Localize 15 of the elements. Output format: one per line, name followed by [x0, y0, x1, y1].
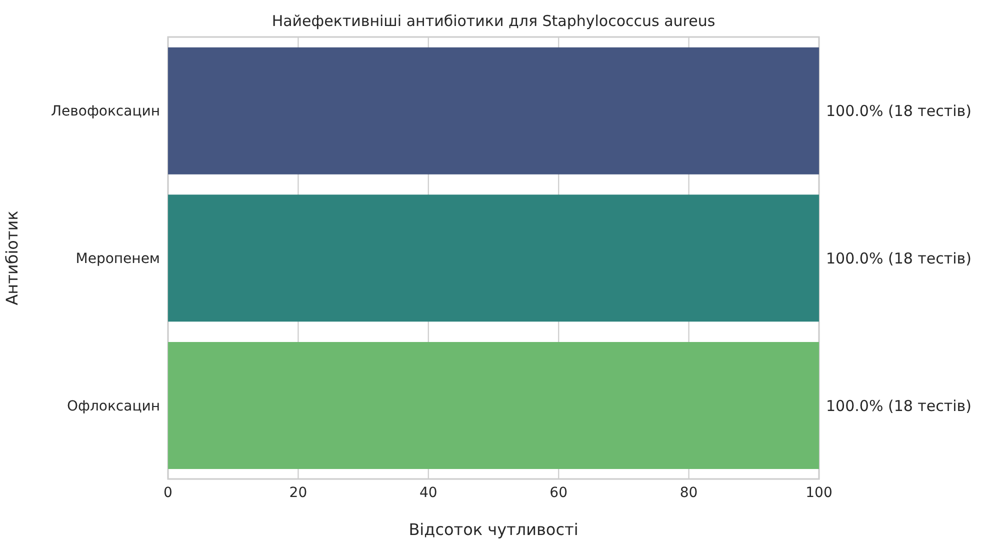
y-tick-label: Меропенем [76, 250, 160, 267]
data-label: 100.0% (18 тестів) [826, 102, 972, 120]
x-tick-label: 80 [680, 484, 698, 501]
x-tick-label: 40 [419, 484, 438, 501]
data-label: 100.0% (18 тестів) [826, 249, 972, 268]
x-tick-label: 100 [806, 484, 832, 501]
x-tick-label: 0 [164, 484, 172, 501]
y-tick-label: Левофоксацин [50, 104, 160, 120]
y-tick-label: Офлоксацин [66, 398, 160, 414]
data-label: 100.0% (18 тестів) [826, 396, 972, 415]
x-axis-title: Відсоток чутливості [408, 520, 578, 539]
x-tick-label: 20 [289, 484, 308, 501]
y-axis-title: Антибіотик [2, 210, 22, 306]
chart-title: Найефективніші антибіотики для Staphylococcus aureus [270, 12, 716, 30]
x-tick-label: 60 [550, 484, 568, 501]
